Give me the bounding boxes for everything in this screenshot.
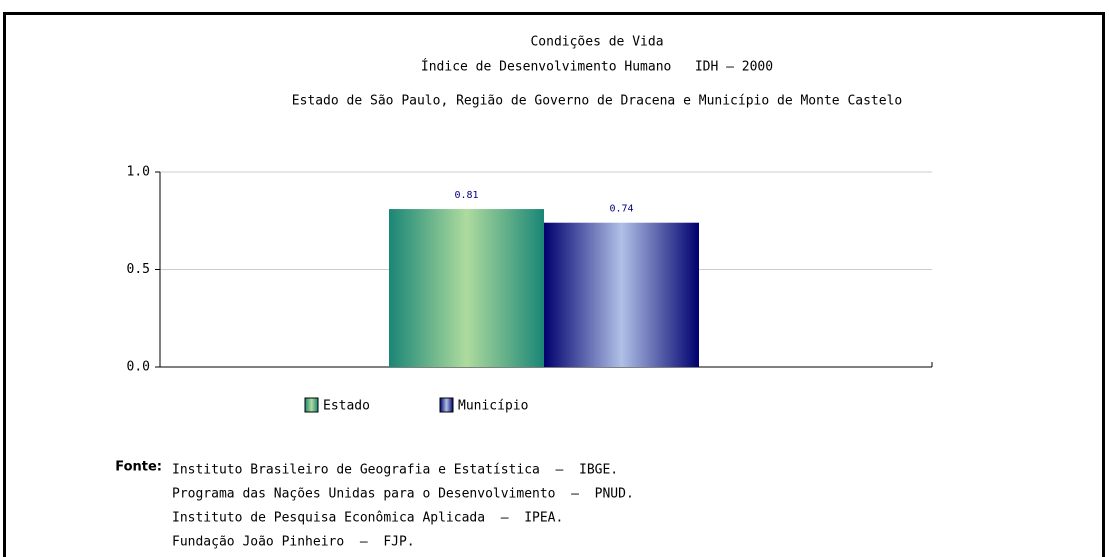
bar: [389, 209, 544, 367]
source-line: Instituto Brasileiro de Geografia e Esta…: [172, 463, 618, 478]
value-label: 0.81: [454, 190, 478, 201]
legend-swatch: [304, 397, 319, 413]
bar: [544, 222, 699, 367]
source-line: Programa das Nações Unidas para o Desenv…: [172, 487, 634, 502]
source-line: Fundação João Pinheiro – FJP.: [172, 535, 415, 550]
y-tick-label: 0.5: [127, 262, 150, 277]
legend-swatch: [439, 397, 454, 413]
chart-subtitle: Estado de São Paulo, Região de Governo d…: [292, 94, 902, 109]
legend-label: Estado: [323, 399, 370, 414]
y-tick-label: 0.0: [127, 360, 150, 375]
value-label: 0.74: [609, 204, 633, 215]
y-tick-label: 1.0: [127, 165, 150, 180]
chart-subtitle: Índice de Desenvolvimento Humano IDH – 2…: [421, 59, 773, 75]
source-line: Instituto de Pesquisa Econômica Aplicada…: [172, 511, 563, 526]
source-label: Fonte:: [115, 460, 162, 475]
legend-label: Município: [458, 399, 528, 414]
chart-title: Condições de Vida: [530, 35, 663, 50]
